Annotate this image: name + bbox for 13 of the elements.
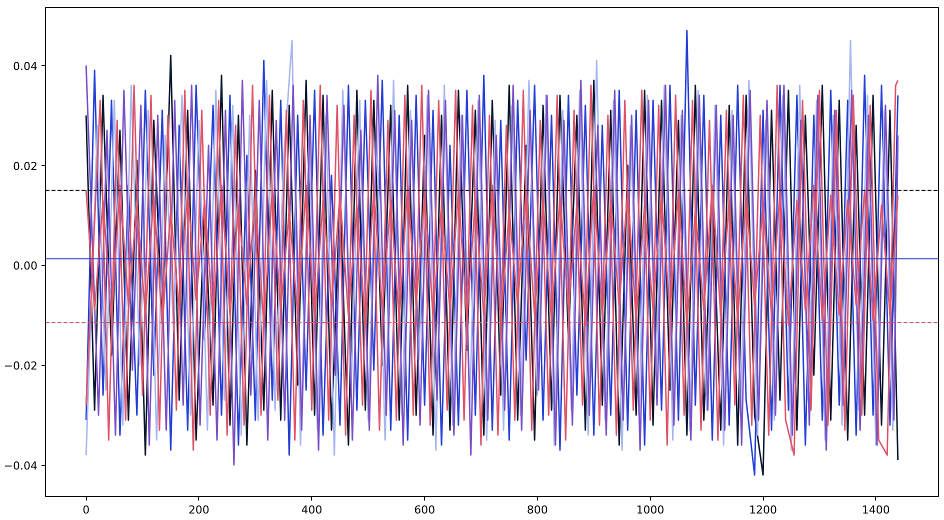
x-tick-label: 0 <box>82 504 90 516</box>
y-tick-label: 0.04 <box>13 60 38 73</box>
x-tick-label: 200 <box>188 504 210 516</box>
x-tick-label: 1000 <box>636 504 664 516</box>
x-tick-label: 600 <box>414 504 436 516</box>
x-tick-label: 400 <box>301 504 322 516</box>
x-tick-label: 1400 <box>862 504 890 516</box>
x-tick-label: 1200 <box>749 504 778 516</box>
y-tick-label: 0.00 <box>13 260 38 273</box>
x-tick-label: 800 <box>526 504 548 516</box>
y-tick-label: −0.04 <box>4 460 38 473</box>
y-tick-label: 0.02 <box>13 160 38 173</box>
y-tick-label: −0.02 <box>4 360 38 373</box>
